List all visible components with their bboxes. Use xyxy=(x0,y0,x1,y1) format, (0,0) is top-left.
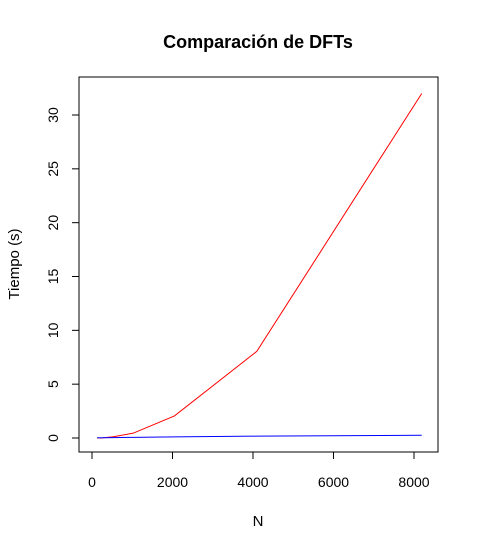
x-tick-label: 2000 xyxy=(157,474,188,490)
y-tick-label: 15 xyxy=(45,269,61,285)
y-axis-label: Tiempo (s) xyxy=(6,228,23,299)
x-tick-label: 4000 xyxy=(237,474,268,490)
series-line-2 xyxy=(97,434,422,439)
x-axis: 0 2000 4000 6000 8000 xyxy=(88,451,430,490)
y-axis: 0 5 10 15 20 25 30 xyxy=(45,107,80,442)
y-tick-label: 25 xyxy=(45,161,61,177)
x-tick-label: 6000 xyxy=(318,474,349,490)
x-tick-label: 0 xyxy=(88,474,96,490)
x-tick-label: 8000 xyxy=(398,474,429,490)
y-tick-label: 10 xyxy=(45,322,61,338)
plot-frame xyxy=(78,76,439,453)
y-tick-label: 30 xyxy=(45,107,61,123)
series-layer xyxy=(97,93,423,439)
y-tick-label: 0 xyxy=(45,434,61,442)
chart-title: Comparación de DFTs xyxy=(163,32,353,52)
y-tick-label: 20 xyxy=(45,215,61,231)
x-axis-label: N xyxy=(253,513,264,530)
series-line-1 xyxy=(97,93,423,439)
y-tick-label: 5 xyxy=(45,380,61,388)
